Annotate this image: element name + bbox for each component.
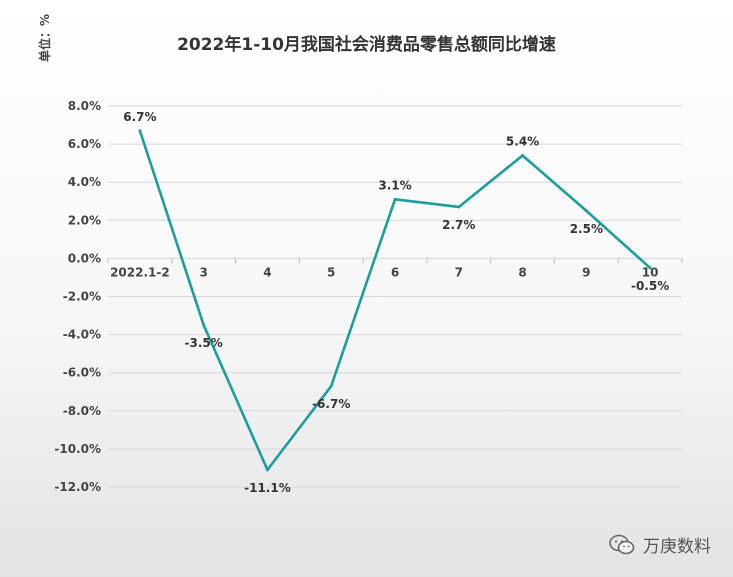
data-point [265, 468, 269, 472]
x-tick-label: 9 [582, 265, 590, 279]
data-label: 2.5% [570, 222, 603, 236]
x-tick-label: 3 [199, 265, 207, 279]
y-tick-label: 2.0% [68, 213, 101, 227]
y-tick-label: -8.0% [63, 404, 101, 418]
y-tick-label: -6.0% [63, 366, 101, 380]
y-tick-label: -4.0% [63, 328, 101, 342]
y-tick-label: 4.0% [68, 175, 101, 189]
data-label: 6.7% [123, 110, 156, 124]
y-tick-label: 0.0% [68, 251, 101, 265]
x-tick-label: 7 [455, 265, 463, 279]
grid-layer [107, 105, 683, 488]
data-label: -6.7% [312, 397, 350, 411]
x-tick-label: 8 [518, 265, 526, 279]
x-tick-label: 5 [327, 265, 335, 279]
data-point [457, 205, 461, 209]
x-tick-label: 10 [642, 265, 659, 279]
data-label: 2.7% [442, 218, 475, 232]
data-point [393, 197, 397, 201]
data-point [648, 266, 652, 270]
data-label: 5.4% [506, 135, 539, 149]
y-tick-label: 8.0% [68, 99, 101, 113]
x-tick-label: 4 [263, 265, 271, 279]
y-tick-label: -2.0% [63, 290, 101, 304]
y-tick-label: -12.0% [54, 480, 101, 494]
x-tick-label: 2022.1-2 [110, 265, 170, 279]
series-line-layer [138, 129, 652, 472]
data-label-layer: 6.7% -3.5% -11.1% -6.7% 3.1% 2.7% 5.4% 2.5% -0.5… [123, 110, 669, 495]
data-point [584, 209, 588, 213]
data-point [138, 129, 142, 133]
x-axis-ticks: 2022.1-2 3 4 5 6 7 8 9 10 [110, 265, 658, 279]
data-point [329, 384, 333, 388]
data-label: -0.5% [631, 279, 669, 293]
data-label: -3.5% [185, 336, 223, 350]
x-tick-label: 6 [391, 265, 399, 279]
data-label: 3.1% [378, 178, 411, 192]
y-axis-ticks: 8.0% 6.0% 4.0% 2.0% 0.0% -2.0% -4.0% -6.0% -8.0%… [54, 99, 101, 494]
data-point [521, 154, 525, 158]
watermark-text: 万庚数料 [643, 537, 711, 557]
chart-title: 2022年1-10月我国社会消费品零售总额同比增速 [177, 35, 556, 55]
y-tick-label: 6.0% [68, 137, 101, 151]
data-label: -11.1% [244, 481, 291, 495]
watermark: 万庚数料 [609, 532, 711, 557]
y-tick-label: -10.0% [54, 442, 101, 456]
wechat-icon [609, 534, 635, 554]
data-point [202, 323, 206, 327]
